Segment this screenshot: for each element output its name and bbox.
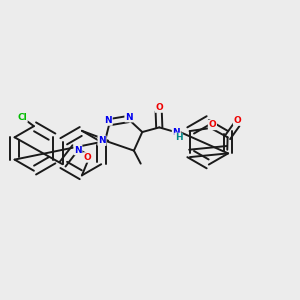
Text: N: N xyxy=(125,113,133,122)
Text: N: N xyxy=(172,128,180,136)
Text: H: H xyxy=(175,133,182,142)
Text: O: O xyxy=(208,120,216,129)
Text: O: O xyxy=(84,153,91,162)
Text: O: O xyxy=(155,103,163,112)
Text: Cl: Cl xyxy=(17,113,27,122)
Text: N: N xyxy=(104,116,112,125)
Text: N: N xyxy=(74,146,82,154)
Text: O: O xyxy=(234,116,242,125)
Text: N: N xyxy=(98,136,106,145)
